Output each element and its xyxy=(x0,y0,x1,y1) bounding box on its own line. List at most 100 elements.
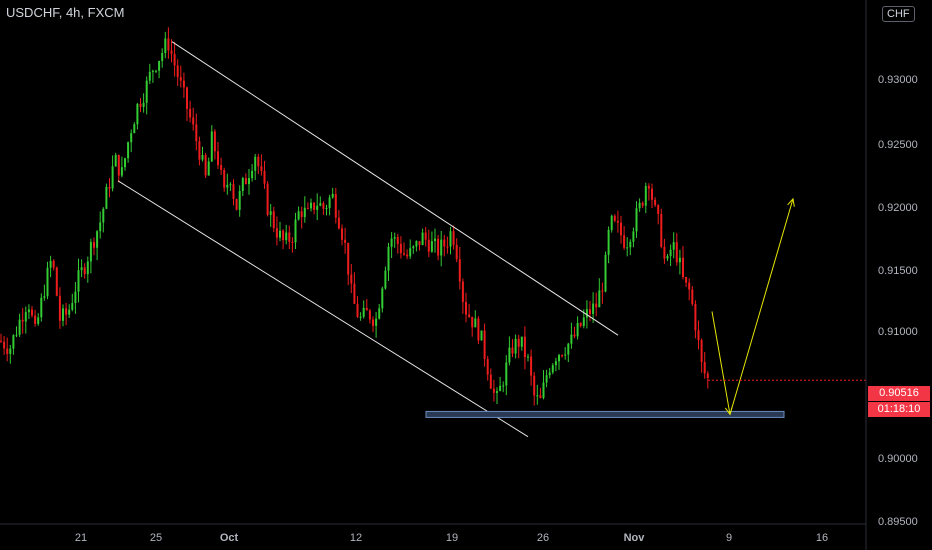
candle-body xyxy=(415,241,418,247)
channel-lower-line xyxy=(117,180,529,438)
candle-body xyxy=(235,198,238,210)
x-tick-label: 9 xyxy=(726,532,732,544)
x-tick-label: 26 xyxy=(537,532,549,544)
candle-body xyxy=(554,361,557,366)
candle-body xyxy=(306,207,309,209)
candle-body xyxy=(207,161,210,176)
candle-body xyxy=(130,133,133,143)
candle-body xyxy=(564,354,567,356)
y-tick-label: 0.89500 xyxy=(878,516,918,528)
candle-body xyxy=(164,38,167,53)
candle-body xyxy=(474,318,477,328)
candle-body xyxy=(52,260,55,268)
candle-body xyxy=(68,309,71,315)
x-tick-label: 12 xyxy=(350,532,362,544)
candle-body xyxy=(669,249,672,257)
candle-body xyxy=(601,290,604,292)
candle-body xyxy=(570,334,573,344)
countdown-label: 01:18:10 xyxy=(868,402,930,417)
candle-body xyxy=(170,50,173,54)
candle-body xyxy=(350,274,353,284)
candle-body xyxy=(201,155,204,160)
candle-body xyxy=(595,303,598,308)
candle-body xyxy=(248,178,250,185)
candle-body xyxy=(136,103,139,125)
candle-body xyxy=(387,246,390,271)
candle-body xyxy=(502,385,505,387)
candle-body xyxy=(288,232,291,242)
candle-body xyxy=(651,188,653,200)
candle-body xyxy=(319,203,322,206)
candle-body xyxy=(328,197,331,208)
candle-body xyxy=(585,309,588,318)
candle-body xyxy=(455,244,458,260)
candle-body xyxy=(427,239,430,252)
candle-body xyxy=(120,167,123,176)
candle-body xyxy=(226,184,229,188)
candle-body xyxy=(161,52,164,62)
candle-body xyxy=(217,151,219,166)
candle-body xyxy=(291,241,294,243)
candle-body xyxy=(458,259,461,282)
candle-body xyxy=(372,319,374,326)
candle-body xyxy=(213,131,216,152)
candle-body xyxy=(266,183,269,215)
candle-body xyxy=(344,239,347,243)
candle-body xyxy=(254,156,257,171)
candle-body xyxy=(561,355,564,357)
y-axis-ticks: 0.93000 0.92500 0.92000 0.91500 0.91000 0.900… xyxy=(878,74,918,528)
candle-body xyxy=(505,362,508,386)
candle-body xyxy=(604,254,607,292)
candle-body xyxy=(378,308,381,319)
candle-body xyxy=(155,70,157,72)
candle-body xyxy=(176,65,179,78)
channel-upper-line xyxy=(171,41,619,336)
candle-body xyxy=(229,184,232,186)
y-tick-label: 0.91500 xyxy=(878,265,918,277)
candle-body xyxy=(15,334,18,336)
y-tick-label: 0.90000 xyxy=(878,453,918,465)
candle-body xyxy=(12,335,15,349)
x-tick-label: 25 xyxy=(150,532,162,544)
candle-body xyxy=(269,211,272,215)
candle-body xyxy=(353,283,356,304)
candle-body xyxy=(589,309,591,314)
candle-body xyxy=(641,202,644,206)
candle-body xyxy=(74,291,77,304)
candle-body xyxy=(523,336,526,358)
candle-body xyxy=(263,170,266,184)
candle-body xyxy=(195,124,198,142)
drawings xyxy=(117,41,866,438)
candle-body xyxy=(275,228,278,238)
candle-body xyxy=(496,391,498,393)
candle-body xyxy=(623,235,626,248)
candle-body xyxy=(685,277,688,283)
candle-body xyxy=(310,202,312,209)
candle-body xyxy=(375,318,378,326)
candle-body xyxy=(626,247,629,249)
currency-badge[interactable]: CHF xyxy=(882,6,915,22)
candle-body xyxy=(598,290,601,308)
candle-body xyxy=(210,131,213,162)
candle-body xyxy=(616,220,619,223)
candle-body xyxy=(545,375,548,383)
candle-body xyxy=(452,231,455,245)
candle-body xyxy=(527,356,529,358)
candle-body xyxy=(117,154,120,176)
candle-body xyxy=(31,309,33,316)
candle-body xyxy=(34,315,37,324)
candle-body xyxy=(9,348,12,354)
candle-body xyxy=(582,317,585,326)
candle-body xyxy=(396,237,399,244)
candle-body xyxy=(192,117,195,125)
candle-body xyxy=(465,301,467,315)
candle-body xyxy=(145,80,148,103)
candle-body xyxy=(24,312,27,322)
candle-body xyxy=(331,193,334,198)
candle-body xyxy=(142,102,145,107)
candle-body xyxy=(58,295,61,321)
candle-body xyxy=(675,242,678,263)
y-tick-label: 0.92500 xyxy=(878,139,918,151)
candle-body xyxy=(412,246,415,249)
